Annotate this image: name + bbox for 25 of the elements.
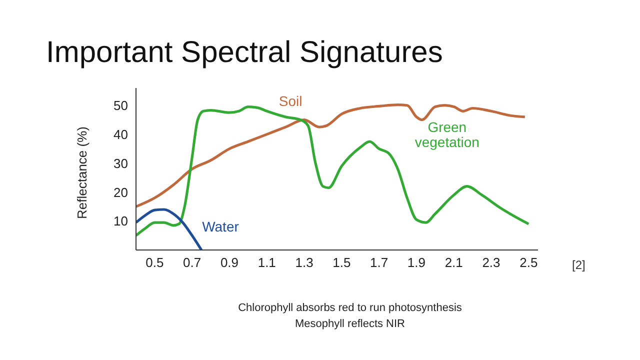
y-tick-label: 50 (114, 98, 128, 113)
x-tick-label: 0.5 (146, 255, 164, 270)
y-axis-title: Reflectance (%) (74, 126, 90, 219)
series-label: Green vegetation (414, 118, 480, 150)
y-tick-label: 10 (114, 214, 128, 229)
x-tick-label: 2.1 (444, 255, 463, 270)
x-tick-label: 0.9 (220, 255, 239, 270)
x-tick-label: 1.5 (332, 255, 351, 270)
y-tick-label: 40 (114, 126, 128, 142)
x-tick-label: 2.3 (482, 255, 500, 270)
text: Chlorophyll absorbs red to run photosynthesis Mesophyll reflects NIR (237, 301, 463, 332)
series-label: Soil (278, 92, 302, 109)
x-tick-label: 2.5 (520, 255, 538, 270)
text: [2] (572, 258, 586, 272)
x-tick-label: 0.7 (183, 255, 202, 270)
line-series (136, 106, 530, 237)
x-tick-label: 1.1 (258, 255, 276, 270)
y-tick-label: 30 (114, 156, 128, 171)
x-tick-label: 1.9 (407, 255, 426, 270)
series-label: Water (202, 218, 240, 235)
x-tick-label: 1.3 (295, 255, 314, 270)
y-tick-label: 20 (114, 184, 128, 200)
line-series (136, 208, 203, 250)
chart-title: Important Spectral Signatures (46, 36, 443, 70)
x-tick-label: 1.7 (370, 255, 388, 270)
